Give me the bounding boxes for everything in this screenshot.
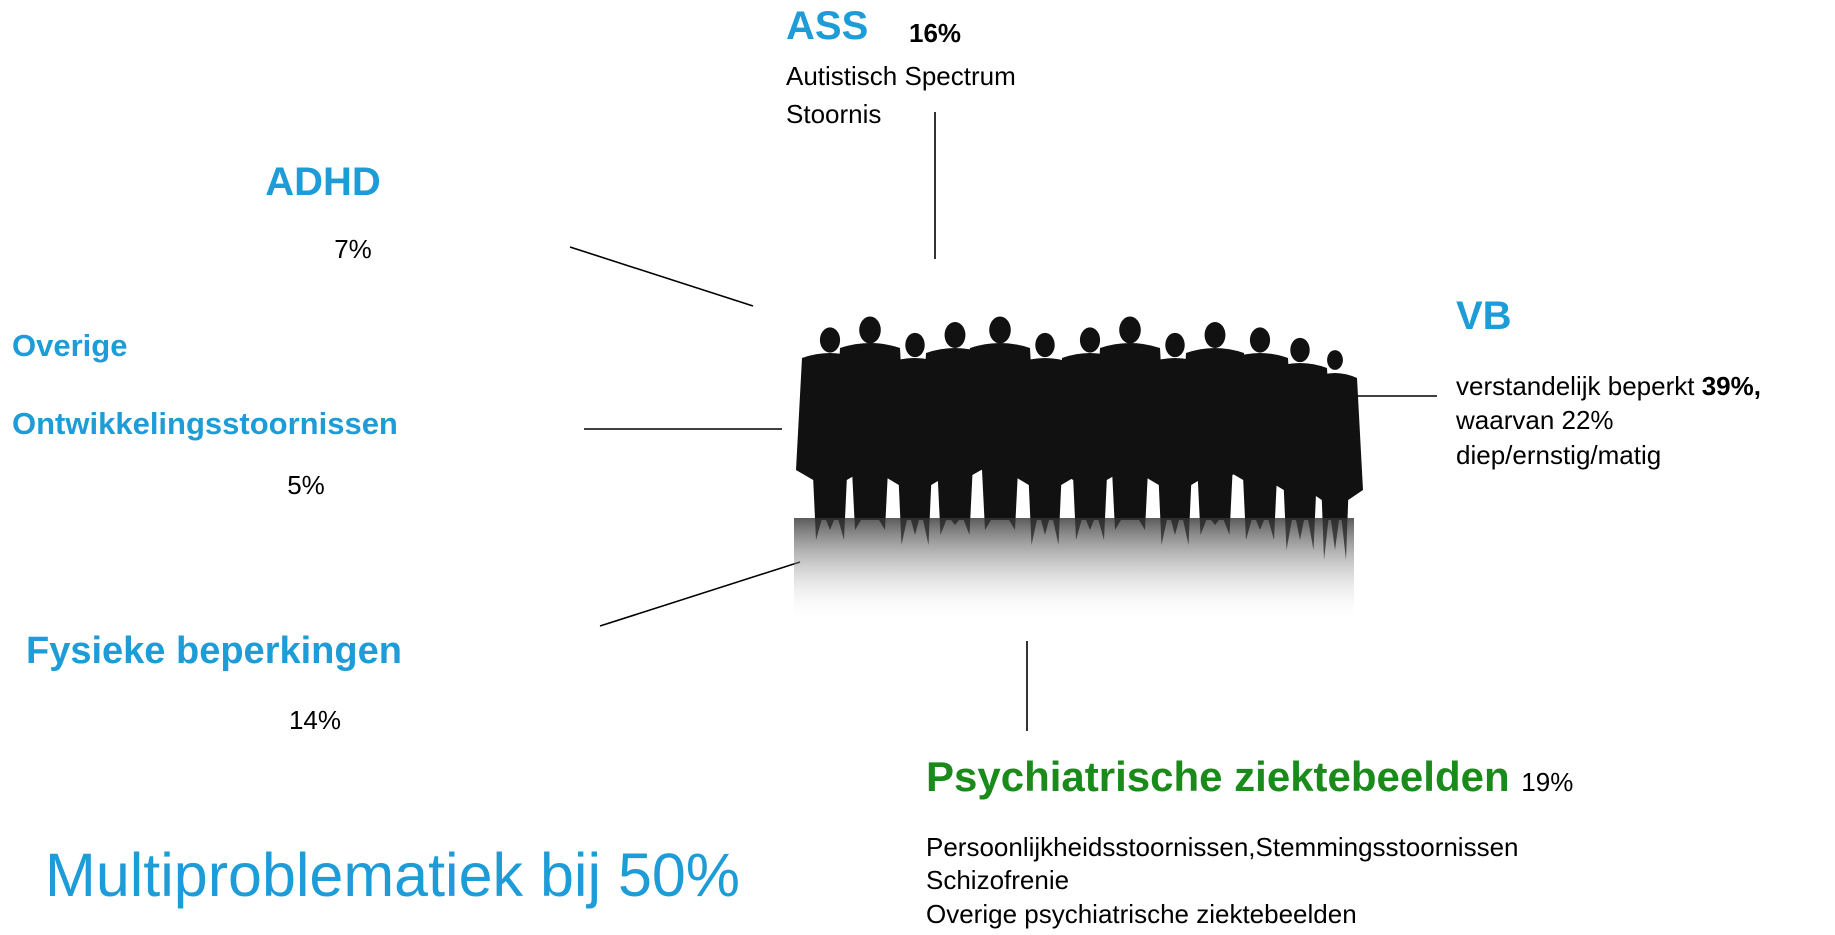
silhouette-part — [905, 333, 924, 357]
psych-title: Psychiatrische ziektebeelden — [926, 753, 1510, 800]
silhouette-part — [859, 317, 881, 344]
silhouette-part — [1119, 317, 1141, 344]
connector — [600, 562, 800, 626]
vb-text: waarvan 22% — [1456, 407, 1614, 433]
vb-text: verstandelijk beperkt 39%, — [1456, 373, 1761, 399]
silhouette-part — [820, 327, 840, 352]
vb-title: VB — [1456, 296, 1512, 336]
silhouette-part — [945, 322, 966, 348]
psych-text: Overige psychiatrische ziektebeelden — [926, 901, 1357, 927]
silhouette-crowd — [794, 317, 1363, 624]
footer-text: Multiproblematiek bij 50% — [45, 845, 740, 906]
silhouette-part — [1327, 350, 1343, 370]
psych-text: Persoonlijkheidsstoornissen,Stemmingssto… — [926, 834, 1519, 860]
adhd-percent: 7% — [334, 236, 372, 262]
ass-percent: 16% — [909, 20, 961, 46]
connector — [570, 247, 753, 306]
silhouette-part — [989, 317, 1011, 344]
vb-text: verstandelijk beperkt — [1456, 371, 1694, 401]
silhouette-part — [1080, 327, 1100, 352]
overige-percent: 5% — [287, 472, 325, 498]
slide: ASS 16% Autistisch Spectrum Stoornis ADH… — [0, 0, 1835, 935]
silhouette-part — [794, 518, 1354, 623]
psych-text: Schizofrenie — [926, 867, 1069, 893]
vb-text: diep/ernstig/matig — [1456, 442, 1661, 468]
silhouette-part — [1205, 322, 1226, 348]
fysiek-percent: 14% — [289, 707, 341, 733]
ass-text: Stoornis — [786, 101, 881, 127]
vb-percent: 39%, — [1702, 371, 1761, 401]
overige-title: Ontwikkelingsstoornissen — [12, 408, 398, 439]
psych-heading: Psychiatrische ziektebeelden 19% — [926, 756, 1573, 798]
ass-text: Autistisch Spectrum — [786, 63, 1016, 89]
ass-title: ASS — [786, 6, 868, 46]
fysiek-title: Fysieke beperkingen — [26, 632, 402, 670]
psych-percent: 19% — [1521, 767, 1573, 797]
adhd-title: ADHD — [265, 162, 381, 202]
silhouette-part — [1035, 333, 1054, 357]
silhouette-part — [1250, 327, 1270, 352]
overige-title: Overige — [12, 330, 127, 361]
silhouette-part — [1290, 338, 1309, 362]
silhouette-part — [1165, 333, 1184, 357]
